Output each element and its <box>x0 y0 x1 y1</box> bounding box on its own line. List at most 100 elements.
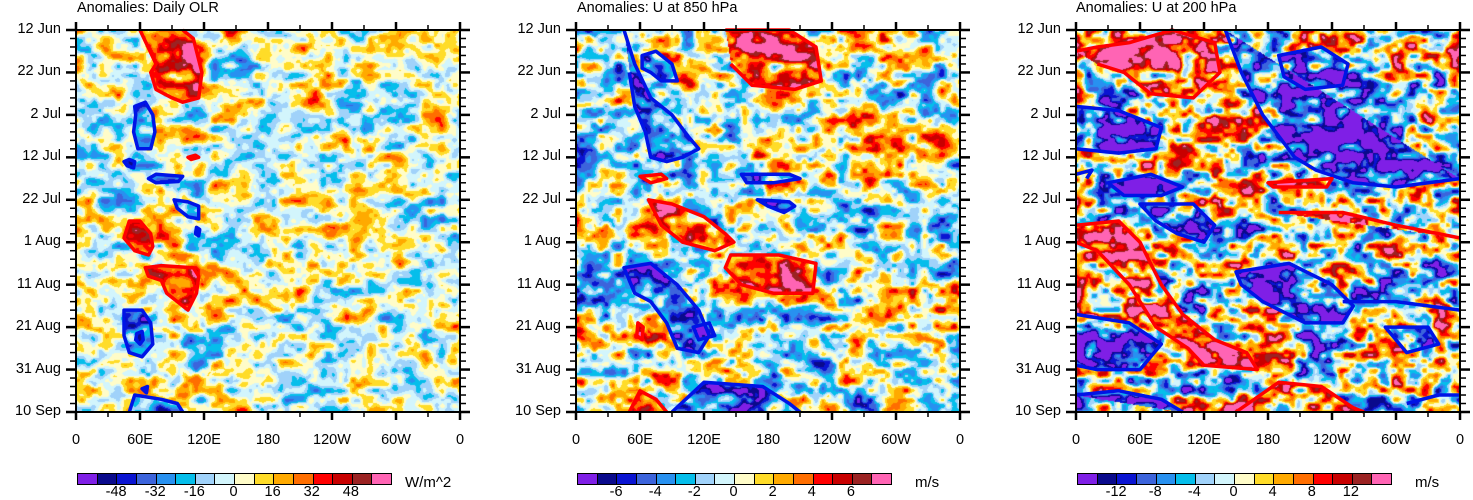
colorbar-box <box>97 474 118 484</box>
y-tick-label: 1 Aug <box>1023 233 1061 250</box>
colorbar-label: 8 <box>1307 484 1316 500</box>
negative-contour-5 <box>755 198 797 215</box>
negative-contour-11 <box>1342 299 1461 312</box>
x-tick-label: 180 <box>755 432 781 448</box>
colorbar-box <box>813 474 834 484</box>
colorbar-box <box>1117 474 1137 484</box>
positive-contour-0 <box>138 28 204 104</box>
colorbar-label: 4 <box>1268 484 1277 500</box>
x-tick-label: 180 <box>1255 432 1281 448</box>
negative-contour-13 <box>1383 325 1441 355</box>
panel-title: Anomalies: U at 850 hPa <box>577 0 738 16</box>
colorbar-label: 0 <box>1229 484 1238 500</box>
x-tick-label: 180 <box>255 432 281 448</box>
colorbar-label: -4 <box>1187 484 1201 500</box>
colorbar-box <box>333 474 353 484</box>
x-tick-label: 60W <box>1381 432 1411 448</box>
negative-contour-4 <box>1075 168 1094 180</box>
positive-contour-8 <box>1075 219 1260 372</box>
positive-contour-0 <box>1075 28 1222 100</box>
negative-contour-1 <box>1223 29 1461 189</box>
contour-layer <box>66 22 470 420</box>
y-tick-label: 31 Aug <box>1015 360 1061 377</box>
colorbar-box <box>1156 474 1177 484</box>
negative-contour-9 <box>122 308 155 359</box>
positive-contour-10 <box>635 321 645 342</box>
x-tick-label: 0 <box>1071 432 1081 448</box>
colorbar-box <box>293 474 314 484</box>
x-tick-label: 60E <box>1127 432 1153 448</box>
y-tick-label: 22 Jul <box>1022 190 1061 207</box>
colorbar <box>577 473 892 485</box>
colorbar-label: 12 <box>1342 484 1359 500</box>
colorbar-box <box>372 474 391 484</box>
positive-contour-8 <box>143 263 201 312</box>
colorbar-box <box>676 474 696 484</box>
colorbar-box <box>597 474 618 484</box>
colorbar-box <box>1254 474 1275 484</box>
x-tick-label: 0 <box>955 432 965 448</box>
colorbar <box>1077 473 1392 485</box>
y-tick-label: 11 Aug <box>516 275 561 292</box>
y-tick-label: 12 Jul <box>1022 148 1061 165</box>
colorbar-box <box>656 474 677 484</box>
negative-contour-12 <box>140 384 150 395</box>
colorbar-box <box>235 474 255 484</box>
y-tick-label: 21 Aug <box>1015 318 1061 335</box>
colorbar-box <box>215 474 235 484</box>
colorbar-label: -32 <box>144 484 166 500</box>
y-tick-label: 10 Sep <box>515 403 561 419</box>
colorbar-box <box>78 474 98 484</box>
colorbar-box <box>1176 474 1196 484</box>
colorbar-label: 16 <box>264 484 281 500</box>
y-tick-label: 31 Aug <box>15 360 61 377</box>
x-tick-label: 60E <box>627 432 653 448</box>
colorbar-box <box>774 474 794 484</box>
colorbar-box <box>1333 474 1353 484</box>
positive-contour-2 <box>725 28 824 92</box>
positive-contour-2 <box>186 153 201 162</box>
colorbar-label: 6 <box>846 484 855 500</box>
y-tick-label: 22 Jun <box>17 63 61 80</box>
negative-contour-9 <box>691 321 717 342</box>
negative-contour-1 <box>640 49 680 83</box>
y-tick-label: 2 Jul <box>1030 105 1061 122</box>
x-tick-label: 0 <box>455 432 465 448</box>
colorbar-box <box>715 474 735 484</box>
x-tick-label: 60E <box>127 432 153 448</box>
negative-contour-4 <box>739 172 802 185</box>
x-tick-label: 120E <box>1187 432 1221 448</box>
colorbar-units: m/s <box>1415 474 1440 491</box>
y-tick-label: 12 Jul <box>22 148 61 165</box>
colorbar-box <box>833 474 853 484</box>
negative-contour-5 <box>172 198 201 221</box>
negative-contour-3 <box>1075 104 1164 155</box>
colorbar-label: -12 <box>1105 484 1127 500</box>
positive-contour-14 <box>1235 380 1365 414</box>
negative-contour-1 <box>131 100 157 151</box>
colorbar-box <box>156 474 177 484</box>
x-tick-label: 120W <box>313 432 351 448</box>
colorbar-box <box>274 474 294 484</box>
y-tick-label: 12 Jun <box>1017 21 1061 37</box>
positive-contour-12 <box>627 389 669 414</box>
x-tick-label: 0 <box>1455 432 1465 448</box>
negative-contour-6 <box>193 225 202 238</box>
negative-contour-4 <box>146 172 185 185</box>
colorbar-box <box>1136 474 1157 484</box>
y-tick-label: 22 Jul <box>22 190 61 207</box>
x-tick-label: 0 <box>571 432 581 448</box>
colorbar-label: -2 <box>687 484 701 500</box>
x-tick-label: 60W <box>381 432 411 448</box>
negative-contour-11 <box>127 393 185 413</box>
x-tick-label: 120E <box>687 432 721 448</box>
colorbar-box <box>1352 474 1373 484</box>
y-tick-label: 21 Aug <box>15 318 61 335</box>
shaded-field <box>576 30 960 412</box>
panel-title: Anomalies: Daily OLR <box>77 0 219 16</box>
plot-area <box>566 22 970 420</box>
x-tick-label: 120E <box>187 432 221 448</box>
y-tick-label: 12 Jul <box>522 148 561 165</box>
x-tick-label: 120W <box>1313 432 1351 448</box>
